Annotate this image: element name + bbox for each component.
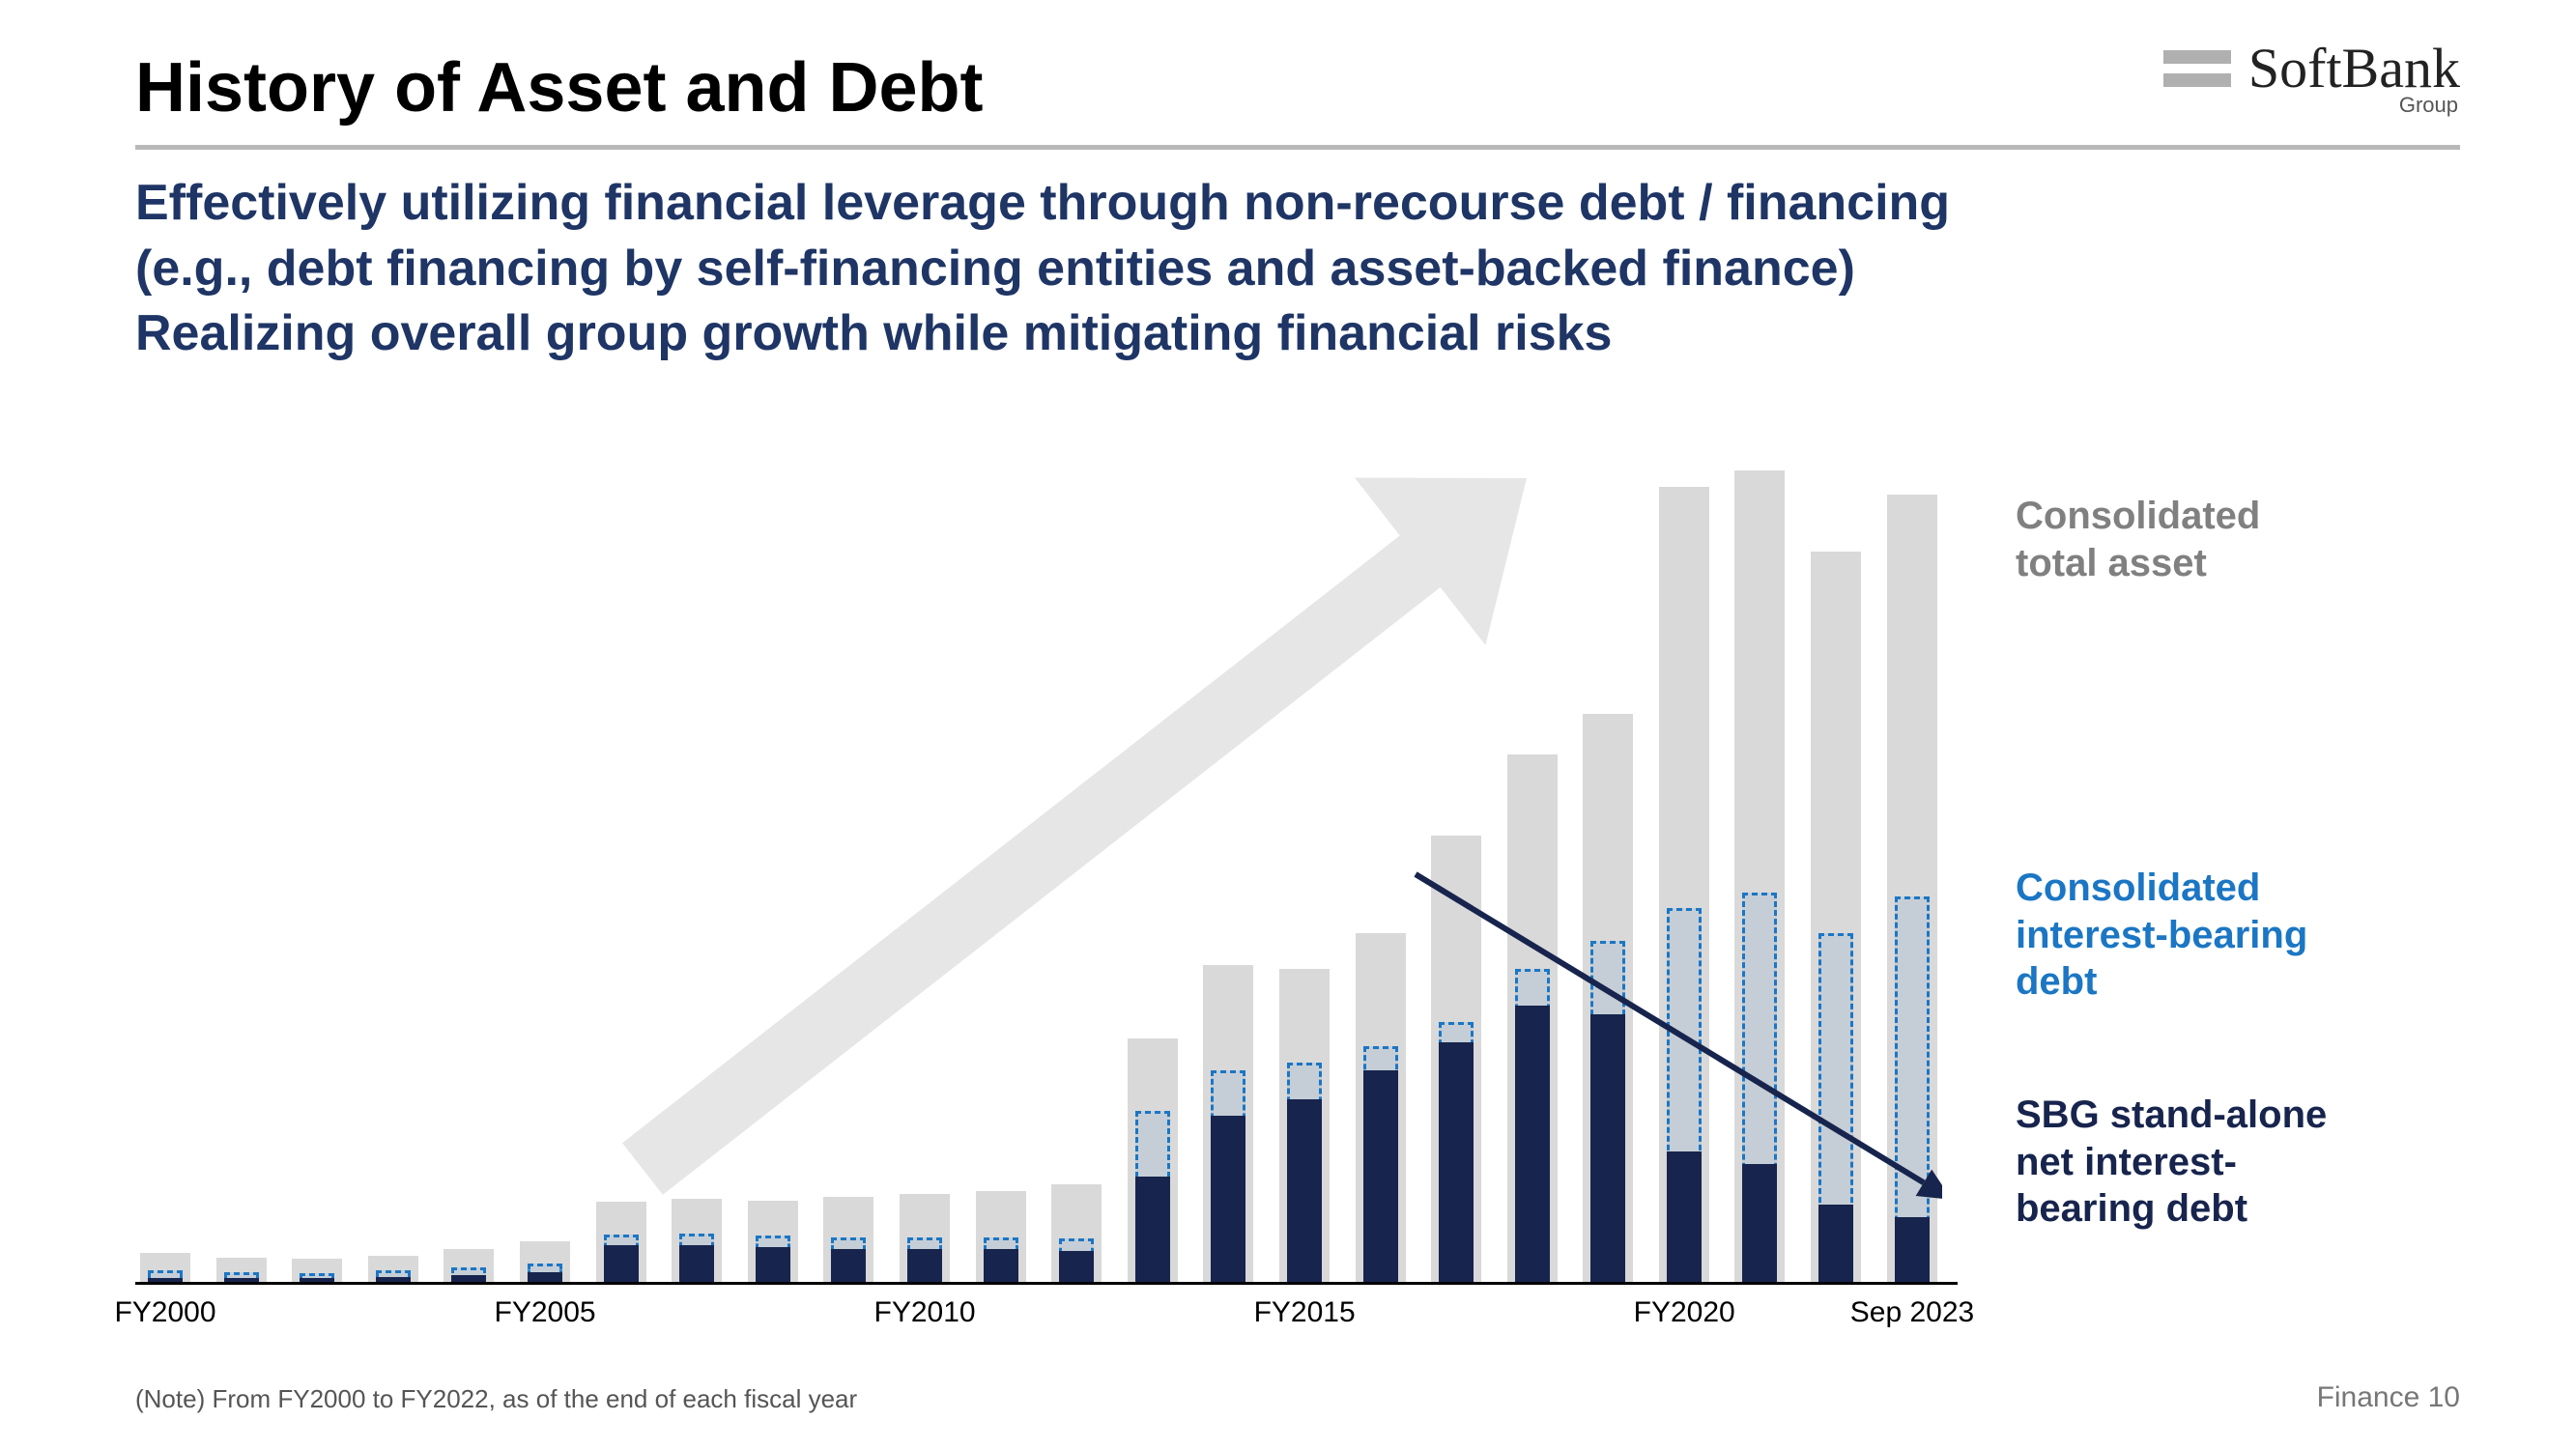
header-rule [135, 145, 2460, 150]
logo-wordmark: SoftBank [2248, 37, 2460, 99]
x-tick-label: FY2010 [874, 1296, 976, 1329]
header-row: History of Asset and Debt SoftBank Group [135, 48, 2460, 128]
bar-sbg [831, 1249, 866, 1282]
bar-group [1578, 470, 1638, 1282]
bar-group [591, 470, 651, 1282]
bar-sbg [1211, 1116, 1245, 1282]
bar-group [515, 470, 575, 1282]
bar-sbg [1059, 1251, 1094, 1282]
footnote: (Note) From FY2000 to FY2022, as of the … [135, 1384, 857, 1414]
bar-sbg [1363, 1070, 1398, 1281]
bar-sbg [907, 1249, 942, 1282]
logo-bars-icon [2163, 50, 2231, 87]
bars-row [135, 470, 1942, 1282]
logo-sub: Group [2399, 95, 2458, 116]
bar-group [135, 470, 195, 1282]
x-tick-label: FY2005 [494, 1296, 595, 1329]
logo-text: SoftBank Group [2248, 41, 2460, 97]
bar-sbg [1590, 1014, 1625, 1282]
bar-sbg [1287, 1099, 1322, 1282]
bar-group [1426, 470, 1486, 1282]
bar-group [1654, 470, 1714, 1282]
legend-sbg: SBG stand-alonenet interest-bearing debt [2016, 1092, 2327, 1233]
subtitle-line: Effectively utilizing financial leverage… [135, 171, 2460, 237]
subtitle-line: (e.g., debt financing by self-financing … [135, 237, 2460, 302]
bar-group [439, 470, 499, 1282]
x-tick-label: FY2000 [114, 1296, 215, 1329]
bar-sbg [604, 1245, 639, 1282]
bar-group [1503, 470, 1562, 1282]
bar-group [895, 470, 955, 1282]
bar-sbg [679, 1245, 714, 1282]
bar-sbg [1667, 1151, 1702, 1281]
softbank-logo: SoftBank Group [2163, 41, 2460, 97]
subtitle: Effectively utilizing financial leverage… [135, 171, 2460, 367]
page-title: History of Asset and Debt [135, 48, 983, 128]
bar-group [1123, 470, 1183, 1282]
bar-sbg [756, 1247, 790, 1282]
page-footer: Finance 10 [2317, 1381, 2460, 1414]
legend-asset: Consolidatedtotal asset [2016, 493, 2260, 587]
bar-group [1806, 470, 1866, 1282]
bar-sbg [1515, 1006, 1550, 1282]
bar-group [743, 470, 803, 1282]
slide: History of Asset and Debt SoftBank Group… [0, 0, 2576, 1449]
x-tick-label: Sep 2023 [1850, 1296, 1974, 1329]
bar-group [287, 470, 347, 1282]
x-axis: FY2000FY2005FY2010FY2015FY2020Sep 2023 [135, 1285, 1942, 1323]
bar-sbg [528, 1272, 562, 1282]
bar-group [1198, 470, 1258, 1282]
bar-group [363, 470, 423, 1282]
bar-sbg [1135, 1177, 1170, 1282]
bar-group [1046, 470, 1106, 1282]
bar-sbg [451, 1275, 486, 1282]
bar-group [818, 470, 878, 1282]
bar-group [212, 470, 272, 1282]
bar-sbg [984, 1249, 1018, 1282]
bar-group [1351, 470, 1411, 1282]
bar-sbg [1818, 1205, 1853, 1282]
bar-group [971, 470, 1031, 1282]
bar-group [667, 470, 727, 1282]
x-tick-label: FY2015 [1254, 1296, 1356, 1329]
subtitle-line: Realizing overall group growth while mit… [135, 301, 2460, 367]
bar-group [1274, 470, 1334, 1282]
legend-cidb: Consolidatedinterest-bearingdebt [2016, 865, 2307, 1006]
x-tick-label: FY2020 [1634, 1296, 1735, 1329]
bar-group [1730, 470, 1789, 1282]
bar-sbg [1439, 1042, 1474, 1282]
bar-sbg [1895, 1217, 1930, 1282]
bar-sbg [1742, 1164, 1777, 1282]
chart-area: FY2000FY2005FY2010FY2015FY2020Sep 2023 C… [135, 435, 2460, 1323]
bar-group [1882, 470, 1942, 1282]
